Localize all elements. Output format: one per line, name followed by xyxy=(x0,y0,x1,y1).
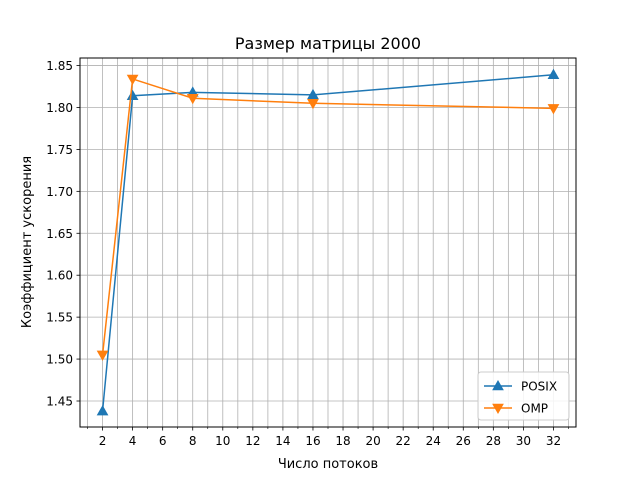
x-tick-label: 18 xyxy=(335,434,350,448)
y-tick-label: 1.65 xyxy=(46,227,73,241)
legend: POSIX OMP xyxy=(477,371,570,421)
x-tick-label: 20 xyxy=(365,434,380,448)
legend-swatch-marker xyxy=(492,379,504,391)
data-point-omp xyxy=(186,94,199,105)
y-tick-label: 1.85 xyxy=(46,59,73,73)
data-point-posix xyxy=(547,68,560,80)
data-point-omp xyxy=(96,350,109,361)
x-tick-label: 16 xyxy=(305,434,320,448)
series-layer xyxy=(96,68,560,416)
x-tick-label: 26 xyxy=(456,434,471,448)
plot-frame xyxy=(79,57,577,428)
x-tick-label: 2 xyxy=(99,434,107,448)
x-tick-label: 32 xyxy=(546,434,561,448)
x-tick-label: 6 xyxy=(159,434,167,448)
y-axis-ticks: 1.45 1.50 1.55 1.60 1.65 1.70 1.75 1.80 1.85 xyxy=(46,59,80,409)
legend-item-omp: OMP xyxy=(484,402,548,416)
x-tick-label: 14 xyxy=(275,434,290,448)
legend-label: POSIX xyxy=(521,380,557,394)
y-tick-label: 1.55 xyxy=(46,311,73,325)
series-omp xyxy=(96,74,560,361)
y-tick-label: 1.70 xyxy=(46,185,73,199)
legend-swatch-marker xyxy=(492,403,504,415)
legend-label: OMP xyxy=(521,402,548,416)
data-point-posix xyxy=(96,405,109,416)
y-axis-label: Коэффициент ускорения xyxy=(20,156,35,328)
grid xyxy=(80,58,576,427)
x-tick-label: 4 xyxy=(129,434,137,448)
x-axis-label: Число потоков xyxy=(278,457,378,472)
data-point-omp xyxy=(126,74,139,85)
x-tick-label: 22 xyxy=(396,434,411,448)
data-point-omp xyxy=(307,99,319,110)
y-tick-label: 1.80 xyxy=(46,101,73,115)
x-axis-ticks: 2 4 6 8 10 12 14 16 18 20 22 24 26 28 30 32 xyxy=(99,427,561,448)
x-tick-label: 10 xyxy=(215,434,230,448)
y-tick-label: 1.75 xyxy=(46,143,73,157)
x-tick-label: 28 xyxy=(486,434,501,448)
y-tick-label: 1.50 xyxy=(46,353,73,367)
x-tick-label: 12 xyxy=(245,434,260,448)
x-tick-label: 8 xyxy=(189,434,197,448)
y-tick-label: 1.45 xyxy=(46,395,73,409)
chart-title: Размер матрицы 2000 xyxy=(235,34,421,53)
x-tick-label: 24 xyxy=(426,434,441,448)
y-tick-label: 1.60 xyxy=(46,269,73,283)
x-tick-label: 30 xyxy=(516,434,531,448)
legend-item-posix: POSIX xyxy=(484,380,557,394)
data-point-omp xyxy=(547,104,560,115)
data-point-posix xyxy=(307,88,319,100)
